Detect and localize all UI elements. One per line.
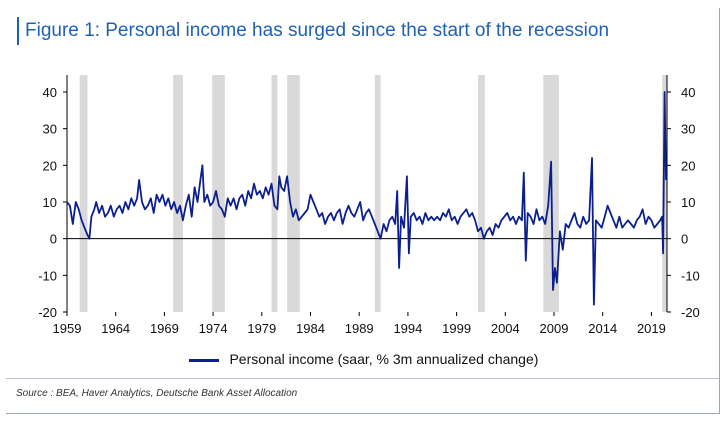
y-tick-label-left: 40	[43, 85, 57, 100]
x-tick-label: 2004	[491, 321, 520, 336]
legend-label: Personal income (saar, % 3m annualized c…	[229, 351, 539, 367]
y-tick-label-right: 40	[681, 85, 695, 100]
x-tick-label: 1964	[101, 321, 130, 336]
recession-bands	[79, 75, 667, 312]
series-layer	[66, 91, 667, 306]
x-tick-label: 1989	[345, 321, 374, 336]
recession-band	[79, 75, 88, 312]
legend-line-swatch	[188, 358, 219, 362]
chart-legend: Personal income (saar, % 3m annualized c…	[0, 351, 727, 367]
y-tick-label-right: 30	[681, 122, 695, 137]
figure-title: Figure 1: Personal income has surged sin…	[25, 20, 610, 41]
recession-band	[662, 75, 667, 312]
x-tick-label: 1974	[199, 321, 228, 336]
recession-band	[173, 75, 183, 312]
y-tick-label-right: -20	[681, 305, 700, 320]
figure-frame	[6, 8, 720, 414]
x-tick-label: 1979	[247, 321, 276, 336]
x-tick-label: 2014	[588, 321, 617, 336]
y-tick-label-right: 20	[681, 158, 695, 173]
y-tick-label-left: -10	[38, 268, 57, 283]
x-tick-label: 1999	[442, 321, 471, 336]
x-tick-label: 1959	[53, 321, 82, 336]
recession-band	[287, 75, 300, 312]
x-tick-label: 1994	[393, 321, 422, 336]
y-tick-label-left: -20	[38, 305, 57, 320]
y-tick-label-right: 0	[681, 232, 688, 247]
recession-band	[478, 75, 485, 312]
y-tick-label-left: 30	[43, 122, 57, 137]
y-tick-label-right: 10	[681, 195, 695, 210]
chart-axes	[63, 75, 671, 316]
x-tick-label: 2019	[637, 321, 666, 336]
y-tick-label-left: 20	[43, 158, 57, 173]
recession-band	[212, 75, 225, 312]
x-tick-label: 2009	[540, 321, 569, 336]
recession-band	[374, 75, 381, 312]
x-tick-label: 1984	[296, 321, 325, 336]
y-tick-label-left: 0	[50, 232, 57, 247]
recession-band	[271, 75, 278, 312]
title-bar: Figure 1: Personal income has surged sin…	[17, 17, 609, 45]
source-note: Source : BEA, Haver Analytics, Deutsche …	[16, 388, 298, 399]
source-divider	[6, 378, 719, 379]
y-tick-label-left: 10	[43, 195, 57, 210]
tick-labels: -20 -20 -10 -10 0 0 10 10 20 20 30 30 40 40 1959 1964 19…	[38, 85, 700, 336]
series-line-personal-income	[66, 91, 667, 306]
y-tick-label-right: -10	[681, 268, 700, 283]
x-tick-label: 1969	[150, 321, 179, 336]
